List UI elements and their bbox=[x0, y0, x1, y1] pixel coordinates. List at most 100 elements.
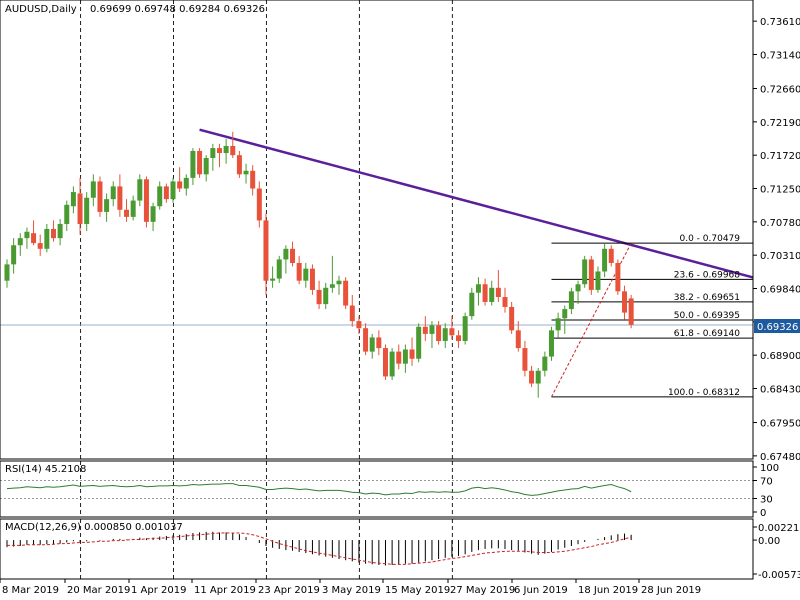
candle-body bbox=[203, 158, 209, 175]
price-axis-label: 0.71720 bbox=[760, 151, 800, 162]
price-axis-label: 0.71250 bbox=[760, 185, 800, 196]
candle-body bbox=[548, 330, 554, 357]
candle-body bbox=[622, 291, 628, 313]
main-title: AUDUSD,Daily bbox=[5, 4, 77, 15]
candle-body bbox=[124, 209, 130, 217]
candle-body bbox=[409, 349, 415, 359]
candle-body bbox=[210, 148, 216, 159]
candle-body bbox=[137, 179, 143, 201]
candle-body bbox=[363, 328, 369, 352]
candle-body bbox=[509, 306, 515, 331]
candle-body bbox=[382, 348, 388, 377]
candle-body bbox=[24, 231, 30, 239]
rsi-layer bbox=[0, 480, 753, 499]
fib-level-label: 0.0 - 0.70479 bbox=[680, 234, 741, 244]
candle-body bbox=[163, 186, 169, 200]
date-axis-label: 11 Apr 2019 bbox=[194, 585, 256, 596]
candle-body bbox=[303, 268, 309, 281]
candle-body bbox=[230, 145, 236, 156]
candle-body bbox=[256, 188, 262, 221]
candle-body bbox=[97, 181, 103, 212]
candle-body bbox=[535, 370, 541, 384]
price-axis-label: 0.68900 bbox=[760, 351, 800, 362]
candle-body bbox=[449, 328, 455, 336]
candle-body bbox=[177, 181, 183, 189]
macd-axis-label: 0.00221 bbox=[758, 523, 799, 534]
candle-body bbox=[263, 220, 269, 281]
candle-body bbox=[442, 328, 448, 341]
rsi-title: RSI(14) 45.2108 bbox=[5, 464, 86, 475]
candle-body bbox=[562, 309, 568, 319]
candle-body bbox=[84, 197, 90, 224]
candle-body bbox=[170, 181, 176, 200]
price-axis-label: 0.70310 bbox=[760, 251, 800, 262]
candle-body bbox=[296, 262, 302, 281]
candle-body bbox=[183, 177, 189, 189]
date-axis-label: 1 Apr 2019 bbox=[131, 585, 186, 596]
candle-body bbox=[436, 325, 442, 341]
date-axis-label: 8 Mar 2019 bbox=[2, 585, 59, 596]
rsi-axis-label: 30 bbox=[760, 495, 773, 506]
candle-body bbox=[50, 228, 56, 239]
main-pane-border bbox=[0, 0, 754, 460]
macd-axis-label: 0.00 bbox=[758, 536, 780, 547]
price-layer: 0.0 - 0.70479 23.6 - 0.69968 38.2 - 0.6965… bbox=[4, 128, 754, 398]
date-axis-label: 28 Jun 2019 bbox=[641, 585, 701, 596]
candle-body bbox=[608, 248, 614, 263]
candle-body bbox=[422, 326, 428, 334]
candle-body bbox=[57, 223, 63, 239]
candle-body bbox=[4, 264, 10, 281]
candle-body bbox=[522, 348, 528, 371]
candle-body bbox=[615, 262, 621, 292]
candle-body bbox=[529, 370, 535, 384]
price-axis-label: 0.73610 bbox=[760, 17, 800, 28]
fib-level-label: 100.0 - 0.68312 bbox=[668, 388, 740, 398]
price-axis-label: 0.72660 bbox=[760, 85, 800, 96]
price-axis-label: 0.73140 bbox=[760, 50, 800, 61]
candle-body bbox=[157, 186, 163, 207]
candle-body bbox=[104, 199, 110, 212]
candle-body bbox=[356, 321, 362, 329]
candle-body bbox=[64, 204, 70, 224]
fib-zigzag-line bbox=[551, 242, 632, 398]
candle-body bbox=[11, 245, 17, 265]
candle-body bbox=[475, 284, 481, 293]
candle-body bbox=[489, 287, 495, 302]
candle-body bbox=[243, 170, 249, 175]
candle-body bbox=[17, 238, 23, 246]
date-axis-label: 23 Apr 2019 bbox=[258, 585, 320, 596]
price-axis-label: 0.70780 bbox=[760, 218, 800, 229]
candle-body bbox=[502, 297, 508, 307]
price-axis-label: 0.67950 bbox=[760, 419, 800, 430]
candle-body bbox=[402, 349, 408, 364]
price-axis-label: 0.69840 bbox=[760, 285, 800, 296]
candle-body bbox=[389, 351, 395, 377]
candle-body bbox=[582, 259, 588, 285]
candle-body bbox=[283, 248, 289, 260]
candle-body bbox=[575, 284, 581, 292]
candle-body bbox=[588, 259, 594, 290]
date-axis-label: 27 May 2019 bbox=[450, 585, 515, 596]
candle-body bbox=[462, 316, 468, 341]
candle-body bbox=[495, 287, 501, 298]
resistance-trendline bbox=[199, 128, 754, 279]
candle-body bbox=[456, 335, 462, 341]
fib-level-label: 61.8 - 0.69140 bbox=[674, 329, 740, 339]
candle-body bbox=[602, 248, 608, 272]
candle-body bbox=[77, 193, 83, 224]
candle-body bbox=[143, 179, 149, 222]
date-axis-label: 6 Jun 2019 bbox=[514, 585, 568, 596]
candle-body bbox=[117, 186, 123, 210]
candle-body bbox=[396, 351, 402, 364]
candle-body bbox=[515, 330, 521, 349]
candle-body bbox=[309, 268, 315, 290]
candle-body bbox=[44, 228, 50, 249]
candle-body bbox=[37, 243, 43, 249]
rsi-axis-label: 0 bbox=[760, 508, 766, 519]
macd-pane-border bbox=[0, 518, 754, 580]
candle-body bbox=[197, 150, 203, 175]
current-price-label: 0.69326 bbox=[757, 322, 798, 333]
rsi-pane-border bbox=[0, 460, 754, 518]
